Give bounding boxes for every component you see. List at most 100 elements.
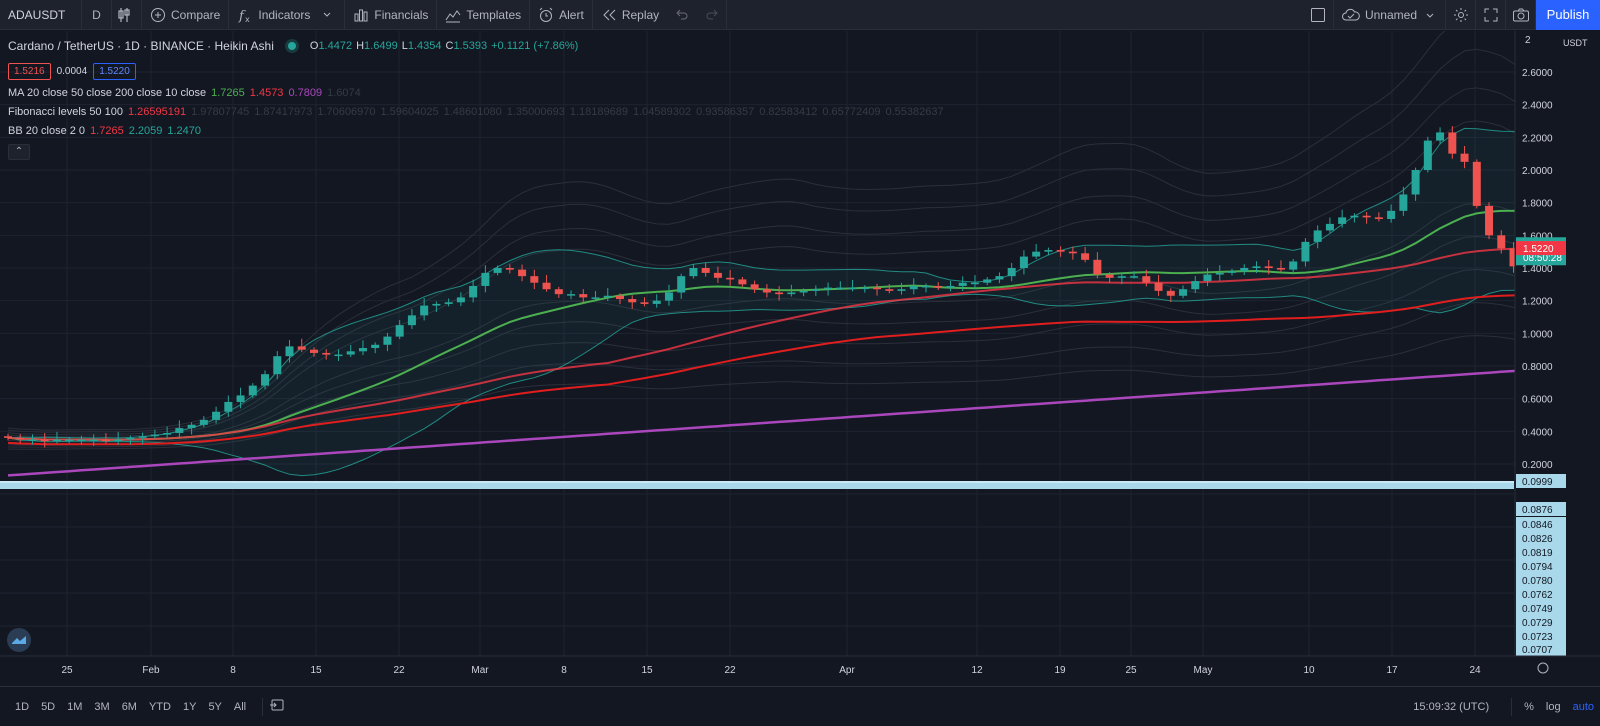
candle[interactable] (1117, 276, 1126, 278)
candle[interactable] (1350, 215, 1359, 218)
candle[interactable] (420, 305, 429, 316)
symbol-title[interactable]: Cardano / TetherUS · 1D · BINANCE · Heik… (8, 39, 274, 53)
candle[interactable] (970, 282, 979, 285)
candle[interactable] (1411, 170, 1420, 195)
candle[interactable] (922, 285, 930, 288)
candle[interactable] (1289, 261, 1298, 270)
candle[interactable] (848, 287, 857, 290)
candle[interactable] (1276, 268, 1285, 270)
candle[interactable] (995, 276, 1004, 280)
candle[interactable] (1387, 210, 1396, 219)
candle[interactable] (346, 351, 355, 355)
chart-style-button[interactable] (112, 0, 142, 30)
candle[interactable] (934, 285, 943, 288)
candle[interactable] (1056, 250, 1065, 252)
candle[interactable] (1436, 132, 1445, 141)
candle[interactable] (1485, 205, 1494, 236)
candle[interactable] (652, 300, 661, 304)
range-3m-button[interactable]: 3M (94, 700, 110, 713)
candle[interactable] (456, 297, 465, 303)
candle[interactable] (824, 287, 833, 290)
candle[interactable] (481, 272, 490, 286)
settings-button[interactable] (1446, 0, 1476, 30)
log-scale-toggle[interactable]: log (1545, 700, 1561, 713)
chevron-down-icon[interactable] (316, 7, 336, 23)
indicator-legend-ma[interactable]: MA 20 close 50 close 200 close 10 close 1… (8, 84, 944, 103)
candle[interactable] (1338, 217, 1347, 224)
candle[interactable] (1154, 282, 1163, 291)
candle[interactable] (1509, 248, 1518, 267)
candle[interactable] (518, 269, 527, 277)
candle[interactable] (1497, 235, 1506, 249)
replay-button[interactable]: Replay (593, 0, 667, 30)
candle[interactable] (469, 285, 478, 298)
range-1m-button[interactable]: 1M (67, 700, 83, 713)
candle[interactable] (1301, 241, 1310, 262)
candle[interactable] (1460, 153, 1469, 162)
interval-button[interactable]: D (82, 0, 112, 30)
candle[interactable] (640, 302, 649, 304)
chevron-down-icon[interactable] (1423, 7, 1437, 23)
compare-button[interactable]: Compare (142, 0, 230, 30)
candle[interactable] (897, 289, 906, 291)
candle[interactable] (530, 276, 539, 283)
candle[interactable] (1215, 272, 1224, 275)
candle[interactable] (591, 297, 600, 299)
candle[interactable] (138, 436, 147, 438)
candle[interactable] (175, 428, 184, 433)
candle[interactable] (1019, 256, 1028, 268)
candle[interactable] (248, 385, 257, 396)
candle[interactable] (1252, 266, 1261, 268)
candle[interactable] (1399, 194, 1408, 211)
candle[interactable] (762, 289, 771, 293)
candle[interactable] (322, 352, 331, 355)
candle[interactable] (89, 439, 98, 442)
candle[interactable] (1191, 281, 1200, 290)
candle[interactable] (432, 303, 441, 306)
candle[interactable] (677, 276, 686, 293)
candle[interactable] (444, 302, 453, 304)
candle[interactable] (1105, 274, 1114, 278)
candle[interactable] (334, 354, 343, 357)
time-axis[interactable] (0, 656, 1600, 686)
range-1d-button[interactable]: 1D (15, 700, 30, 713)
candle[interactable] (750, 284, 759, 290)
candle[interactable] (358, 348, 367, 352)
candle[interactable] (726, 277, 735, 280)
utc-clock[interactable]: 15:09:32 (UTC) (1413, 700, 1490, 713)
candle[interactable] (4, 436, 12, 438)
alert-button[interactable]: Alert (530, 0, 593, 30)
candle[interactable] (946, 285, 955, 288)
layout-select-button[interactable] (1304, 0, 1334, 30)
candle[interactable] (236, 395, 245, 402)
buy-price-button[interactable]: 1.5220 (93, 62, 136, 80)
candle[interactable] (1325, 223, 1334, 231)
candle[interactable] (1362, 215, 1371, 218)
candle[interactable] (567, 294, 576, 296)
candle[interactable] (163, 432, 172, 435)
candle[interactable] (505, 268, 514, 270)
candle[interactable] (860, 287, 869, 290)
candle[interactable] (1007, 268, 1016, 277)
candle[interactable] (52, 439, 61, 442)
candle[interactable] (603, 295, 612, 298)
candle[interactable] (1032, 251, 1041, 257)
candle[interactable] (1142, 276, 1151, 283)
candle[interactable] (407, 315, 416, 326)
candle[interactable] (493, 268, 502, 273)
candle[interactable] (1203, 274, 1212, 282)
candle[interactable] (1228, 271, 1236, 273)
chart-area[interactable]: 2 USDT 2.6000 2.4000 2.2000 2.0000 1.8000 1.600… (0, 31, 1600, 686)
candle[interactable] (873, 287, 882, 290)
candle[interactable] (297, 346, 306, 350)
candle[interactable] (114, 439, 123, 442)
candle[interactable] (224, 401, 233, 412)
save-layout-button[interactable]: Unnamed (1334, 0, 1446, 30)
candle[interactable] (542, 282, 551, 290)
candle[interactable] (371, 344, 380, 349)
sell-price-button[interactable]: 1.5216 (8, 62, 51, 80)
candle[interactable] (77, 439, 86, 442)
candle[interactable] (150, 434, 159, 437)
candle[interactable] (1374, 217, 1383, 219)
